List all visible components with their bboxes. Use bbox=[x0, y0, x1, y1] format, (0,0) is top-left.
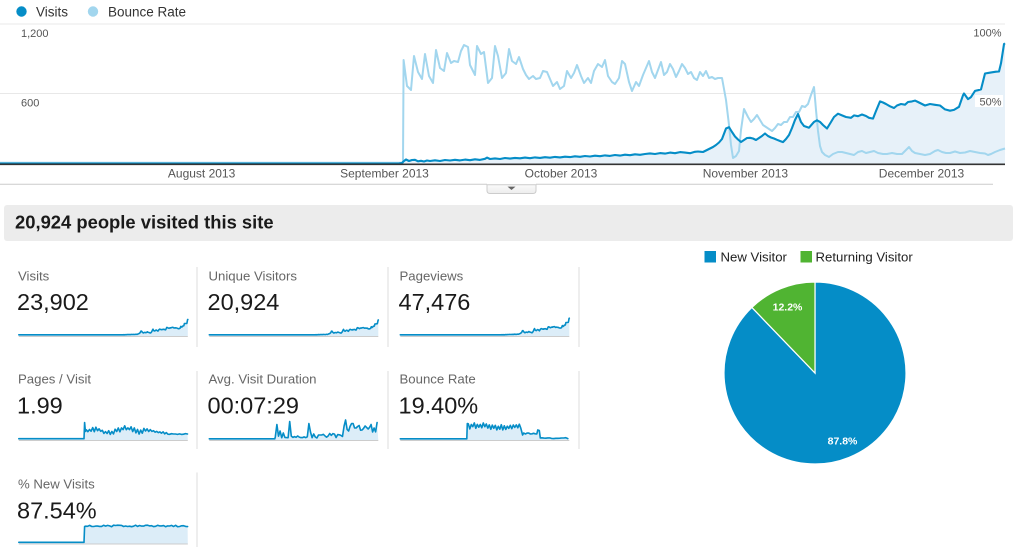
svg-text:November 2013: November 2013 bbox=[703, 167, 789, 181]
svg-text:1.99: 1.99 bbox=[17, 393, 63, 419]
svg-text:20,924 people visited this sit: 20,924 people visited this site bbox=[15, 212, 274, 233]
svg-text:Returning Visitor: Returning Visitor bbox=[816, 250, 914, 265]
svg-text:Pages / Visit: Pages / Visit bbox=[18, 372, 91, 387]
svg-text:New Visitor: New Visitor bbox=[721, 250, 788, 265]
svg-text:September 2013: September 2013 bbox=[340, 167, 429, 181]
svg-text:Unique Visitors: Unique Visitors bbox=[209, 269, 298, 284]
svg-text:Avg. Visit Duration: Avg. Visit Duration bbox=[209, 372, 317, 387]
svg-text:Visits: Visits bbox=[18, 269, 50, 284]
svg-text:20,924: 20,924 bbox=[208, 289, 280, 315]
svg-text:August 2013: August 2013 bbox=[168, 167, 236, 181]
svg-text:87.8%: 87.8% bbox=[828, 436, 858, 448]
svg-text:600: 600 bbox=[21, 98, 39, 110]
svg-text:December 2013: December 2013 bbox=[879, 167, 965, 181]
svg-text:23,902: 23,902 bbox=[17, 289, 89, 315]
svg-text:50%: 50% bbox=[979, 97, 1001, 109]
svg-text:1,200: 1,200 bbox=[21, 28, 49, 40]
svg-text:87.54%: 87.54% bbox=[17, 498, 97, 524]
svg-text:19.40%: 19.40% bbox=[399, 393, 479, 419]
svg-text:% New Visits: % New Visits bbox=[18, 477, 95, 492]
svg-text:Bounce Rate: Bounce Rate bbox=[400, 372, 476, 387]
svg-text:00:07:29: 00:07:29 bbox=[208, 393, 299, 419]
svg-text:47,476: 47,476 bbox=[399, 289, 471, 315]
svg-text:Pageviews: Pageviews bbox=[400, 269, 464, 284]
svg-text:100%: 100% bbox=[973, 28, 1001, 40]
svg-text:12.2%: 12.2% bbox=[773, 302, 803, 314]
svg-text:Visits: Visits bbox=[36, 5, 68, 20]
svg-text:October 2013: October 2013 bbox=[525, 167, 598, 181]
svg-text:Bounce Rate: Bounce Rate bbox=[108, 5, 186, 20]
